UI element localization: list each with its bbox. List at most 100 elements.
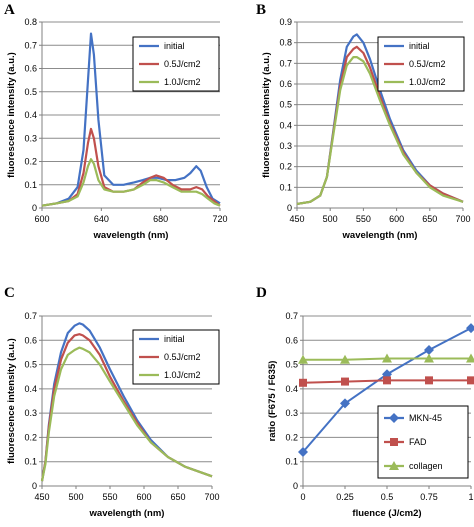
y-tick-label: 0.4 [285, 384, 298, 394]
x-tick-label: 450 [289, 214, 304, 224]
y-tick-label: 0.7 [24, 311, 37, 321]
y-tick-label: 0.8 [24, 17, 37, 27]
chart-panel-D: D 0 0.1 0.2 0.3 0.4 0.5 0.6 0.7 0 0.25 0.5 0.75 1 flue… [256, 285, 474, 519]
legend-label: MKN-45 [409, 413, 442, 423]
x-tick-label: 550 [102, 492, 117, 502]
x-tick-label: 650 [422, 214, 437, 224]
y-tick-label: 0.7 [285, 311, 298, 321]
y-tick-label: 0.2 [24, 432, 37, 442]
y-axis-title: ratio (F675 / F635) [267, 361, 278, 442]
y-tick-label: 0.8 [279, 38, 292, 48]
x-tick-label: 500 [323, 214, 338, 224]
chart-panel-A: A 0 0.1 0.2 0.3 0.4 0.5 0.6 0.7 0.8 600 640 680 720 wa… [4, 2, 228, 241]
x-tick-label: 0.25 [336, 492, 354, 502]
series-marker [299, 378, 307, 387]
series-marker [389, 413, 399, 423]
y-tick-label: 0.2 [285, 432, 298, 442]
series-marker [390, 438, 398, 446]
series-line-1 [41, 127, 221, 207]
y-tick-label: 0.6 [285, 335, 298, 345]
legend-label: initial [164, 41, 185, 51]
series-marker [340, 354, 350, 364]
legend: initial 0.5J/cm2 1.0J/cm2 [377, 36, 465, 92]
y-tick-label: 0.4 [279, 120, 292, 130]
y-tick-label: 0.1 [24, 180, 37, 190]
x-tick-label: 500 [68, 492, 83, 502]
x-tick-label: 0.75 [420, 492, 438, 502]
legend-label: 0.5J/cm2 [164, 352, 201, 362]
series-marker [383, 376, 391, 385]
x-tick-label: 600 [389, 214, 404, 224]
legend: initial 0.5J/cm2 1.0J/cm2 [132, 36, 220, 92]
legend-label: initial [409, 41, 430, 51]
y-tick-label: 0 [287, 203, 292, 213]
x-tick-label: 550 [356, 214, 371, 224]
y-axis-title: fluorescence intensity (a.u.) [6, 52, 17, 178]
y-tick-label: 0.3 [285, 408, 298, 418]
y-tick-label: 0.1 [285, 457, 298, 467]
y-tick-label: 0.6 [24, 64, 37, 74]
y-tick-label: 0.2 [279, 162, 292, 172]
series-marker [467, 376, 474, 385]
legend-label: FAD [409, 437, 427, 447]
chart-panel-C: C 0 0.1 0.2 0.3 0.4 0.5 0.6 0.7 450 500 550 600 650 70… [4, 285, 220, 519]
x-tick-label: 700 [204, 492, 219, 502]
legend: initial 0.5J/cm2 1.0J/cm2 [132, 329, 220, 385]
series-marker [424, 345, 434, 355]
panel-letter: A [4, 2, 15, 18]
series-marker [341, 377, 349, 386]
y-tick-label: 0.1 [279, 182, 292, 192]
x-tick-label: 600 [136, 492, 151, 502]
panel-letter: B [256, 2, 266, 18]
y-tick-label: 0.5 [285, 360, 298, 370]
legend-label: 0.5J/cm2 [409, 59, 446, 69]
x-tick-label: 1 [468, 492, 473, 502]
series-marker [466, 353, 474, 363]
legend-label: collagen [409, 461, 443, 471]
series-line-2 [40, 346, 213, 482]
x-axis-title: wavelength (nm) [89, 508, 165, 519]
y-tick-label: 0.3 [24, 408, 37, 418]
series-line-0 [41, 32, 221, 207]
x-tick-label: 720 [212, 214, 227, 224]
chart-panel-B: B 0 0.1 0.2 0.3 0.4 0.5 0.6 0.7 0.8 0.9 450 500 550 60… [256, 2, 471, 241]
x-tick-label: 450 [34, 492, 49, 502]
series-marker [424, 353, 434, 363]
y-tick-label: 0.9 [279, 17, 292, 27]
x-axis-title: fluence (J/cm2) [352, 508, 421, 519]
x-tick-label: 650 [170, 492, 185, 502]
y-tick-label: 0.2 [24, 157, 37, 167]
y-tick-label: 0.7 [279, 58, 292, 68]
y-tick-label: 0 [32, 203, 37, 213]
y-tick-label: 0.6 [279, 79, 292, 89]
panel-letter: D [256, 285, 267, 301]
y-tick-label: 0.5 [279, 100, 292, 110]
x-tick-label: 640 [94, 214, 109, 224]
series-marker [340, 398, 350, 409]
series-marker [298, 447, 308, 457]
y-tick-label: 0.6 [24, 335, 37, 345]
y-tick-label: 0.3 [279, 141, 292, 151]
y-tick-label: 0 [293, 481, 298, 491]
y-tick-label: 0.3 [24, 133, 37, 143]
series-marker [425, 376, 433, 385]
x-tick-label: 600 [34, 214, 49, 224]
series-line-2 [41, 158, 221, 207]
y-tick-label: 0.4 [24, 384, 37, 394]
legend: MKN-45 FAD collagen [377, 405, 469, 479]
series-marker [298, 354, 308, 364]
series-marker [389, 461, 399, 470]
x-tick-label: 0.5 [381, 492, 394, 502]
y-tick-label: 0.4 [24, 110, 37, 120]
legend-label: 0.5J/cm2 [164, 59, 201, 69]
panel-letter: C [4, 285, 15, 301]
y-axis-title: fluorescence intensity (a.u.) [261, 52, 272, 178]
series-line-2 [296, 55, 464, 205]
y-axis-title: fluorescence intensity (a.u.) [6, 338, 17, 464]
legend-label: initial [164, 334, 185, 344]
y-tick-label: 0.5 [24, 87, 37, 97]
x-tick-label: 680 [153, 214, 168, 224]
x-axis-title: wavelength (nm) [93, 230, 169, 241]
series-marker [466, 323, 474, 334]
